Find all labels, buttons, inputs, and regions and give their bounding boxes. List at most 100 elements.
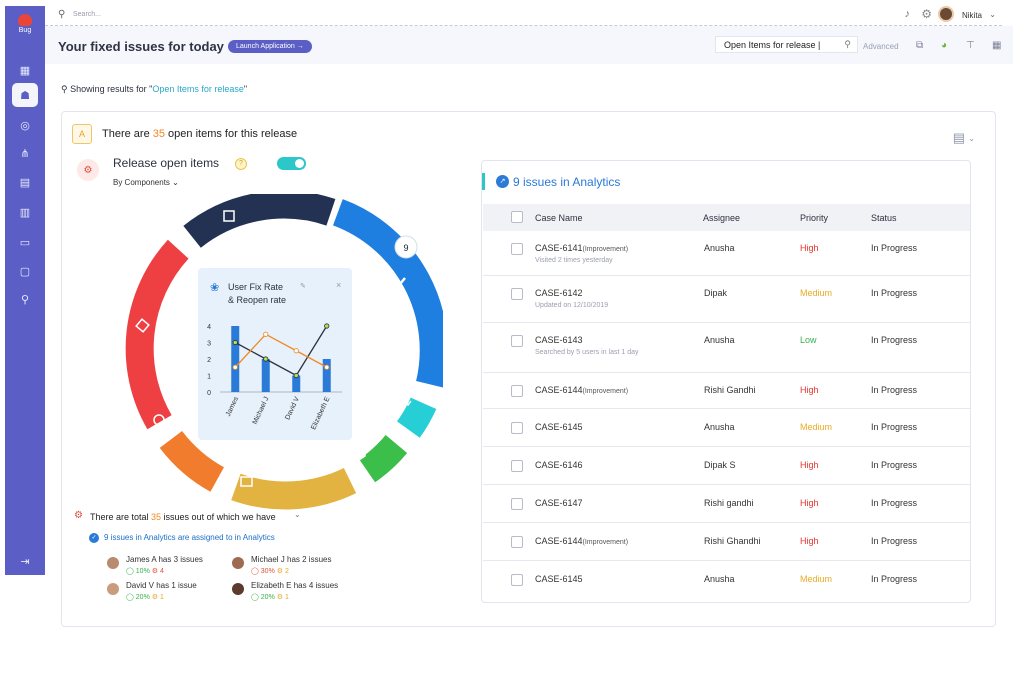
donut-segment-analytics[interactable] xyxy=(332,199,443,388)
person-stats: ◯ 20% ⚙ 1 xyxy=(251,593,289,601)
results-query[interactable]: Open Items for release xyxy=(152,84,244,94)
row-checkbox[interactable] xyxy=(511,385,523,397)
column-header-assignee[interactable]: Assignee xyxy=(703,213,741,223)
chevron-down-icon[interactable]: ⌄ xyxy=(294,510,301,519)
edit-icon[interactable]: ✎ xyxy=(300,283,306,290)
row-checkbox[interactable] xyxy=(511,536,523,548)
pie-chart-icon[interactable]: ◕ xyxy=(941,40,948,51)
info-badge-icon[interactable]: ? xyxy=(235,158,247,170)
table-row[interactable]: CASE-6147 Rishi gandhi High In Progress xyxy=(483,485,970,523)
view-toggle[interactable] xyxy=(277,157,306,170)
row-checkbox[interactable] xyxy=(511,335,523,347)
person-bugs: ⚙ 1 xyxy=(151,594,164,601)
table-row[interactable]: CASE-6142 Updated on 12/10/2019 Dipak Mediu… xyxy=(483,276,970,323)
share-icon[interactable]: ⧉ xyxy=(916,40,924,51)
series-line xyxy=(234,333,328,368)
pin-icon[interactable]: ⚲ xyxy=(20,293,30,306)
document-icon[interactable]: ▥ xyxy=(19,206,31,219)
row-checkbox[interactable] xyxy=(511,422,523,434)
status-text: In Progress xyxy=(871,288,918,298)
case-name[interactable]: CASE-6142 xyxy=(535,288,583,298)
row-checkbox[interactable] xyxy=(511,574,523,586)
person-bugs: ⚙ 1 xyxy=(276,594,289,601)
close-icon[interactable]: × xyxy=(336,280,342,290)
row-checkbox[interactable] xyxy=(511,460,523,472)
advanced-link[interactable]: Advanced xyxy=(863,42,899,51)
avatar[interactable] xyxy=(938,6,954,22)
person-summary[interactable]: Michael J has 2 issues ◯ 30% ⚙ 2 xyxy=(232,555,372,581)
donut-segment-orange[interactable] xyxy=(159,430,225,492)
hierarchy-icon[interactable]: ⋔ xyxy=(20,147,30,160)
donut-segment-yellow[interactable] xyxy=(231,467,357,510)
status-text: In Progress xyxy=(871,243,918,253)
assignee: Rishi Gandhi xyxy=(704,385,756,395)
release-open-items-title: Release open items xyxy=(113,156,220,170)
search-icon[interactable]: ⚲ xyxy=(58,9,66,20)
case-name[interactable]: CASE-6145 xyxy=(535,422,583,432)
table-row[interactable]: CASE-6146 Dipak S High In Progress xyxy=(483,447,970,485)
case-name[interactable]: CASE-6144(Improvement) xyxy=(535,385,629,395)
report-icon[interactable]: ▤ xyxy=(19,176,31,189)
donut-segment-navy[interactable] xyxy=(183,194,336,248)
release-note-icon: A xyxy=(72,124,92,144)
bug-icon[interactable]: ☗ xyxy=(12,83,38,107)
row-checkbox[interactable] xyxy=(511,498,523,510)
table-row[interactable]: CASE-6143 Searched by 5 users in last 1 d… xyxy=(483,323,970,373)
donut-segment-teal[interactable] xyxy=(396,397,437,438)
case-subtext: Searched by 5 users in last 1 day xyxy=(535,349,639,356)
column-header-status[interactable]: Status xyxy=(871,213,897,223)
release-search-input[interactable]: Open Items for release | ⚲ xyxy=(715,36,858,53)
app-logo[interactable]: Bug xyxy=(5,10,45,46)
table-row[interactable]: CASE-6144(Improvement) Rishi Gandhi High In… xyxy=(483,373,970,409)
bug-icon: ⚙ xyxy=(77,159,99,181)
select-all-checkbox[interactable] xyxy=(511,211,523,223)
user-fix-rate-chart: 0 1 2 3 4 James Michael J David V Elizabeth E xyxy=(207,323,342,431)
case-name[interactable]: CASE-6141(Improvement) xyxy=(535,243,629,253)
analytics-assignment-link[interactable]: 9 issues in Analytics are assigned to in… xyxy=(104,533,275,542)
case-name[interactable]: CASE-6147 xyxy=(535,498,583,508)
status-text: In Progress xyxy=(871,385,918,395)
data-point xyxy=(293,372,299,379)
help-icon[interactable]: ▤ xyxy=(952,130,965,145)
table-row[interactable]: CASE-6144(Improvement) Rishi Ghandhi High I… xyxy=(483,523,970,561)
case-name[interactable]: CASE-6144(Improvement) xyxy=(535,536,629,546)
ticket-icon[interactable]: ▭ xyxy=(19,236,31,249)
hierarchy-icon[interactable]: ⊤ xyxy=(966,40,975,51)
bell-icon[interactable]: ♪ xyxy=(904,8,911,20)
user-name[interactable]: Nikita xyxy=(961,11,982,20)
person-name: Michael J has 2 issues xyxy=(251,555,332,564)
column-header-priority[interactable]: Priority xyxy=(800,213,829,223)
column-header-case[interactable]: Case Name xyxy=(535,213,583,223)
row-checkbox[interactable] xyxy=(511,288,523,300)
by-components-dropdown[interactable]: By Components ⌄ xyxy=(113,178,179,187)
case-name[interactable]: CASE-6143 xyxy=(535,335,583,345)
table-row[interactable]: CASE-6145 Anusha Medium In Progress xyxy=(483,409,970,447)
person-summary[interactable]: David V has 1 issue ◯ 20% ⚙ 1 xyxy=(107,581,247,607)
donut-segment-green[interactable] xyxy=(358,434,408,483)
person-summary[interactable]: James A has 3 issues ◯ 10% ⚙ 4 xyxy=(107,555,247,581)
logout-icon[interactable]: ⇥ xyxy=(20,555,30,568)
table-row[interactable]: CASE-6145 Anusha Medium In Progress xyxy=(483,561,970,599)
row-checkbox[interactable] xyxy=(511,243,523,255)
person-name: David V has 1 issue xyxy=(126,581,197,590)
dashboard-icon[interactable]: ▦ xyxy=(19,64,31,77)
fingerprint-icon[interactable]: ◎ xyxy=(20,119,30,132)
table-row[interactable]: CASE-6141(Improvement) Visited 2 times ye… xyxy=(483,231,970,276)
grid-icon[interactable]: ▦ xyxy=(992,40,1002,51)
donut-segment-red[interactable] xyxy=(125,239,189,430)
person-summary[interactable]: Elizabeth E has 4 issues ◯ 20% ⚙ 1 xyxy=(232,581,372,607)
person-stats: ◯ 30% ⚙ 2 xyxy=(251,567,289,575)
case-name[interactable]: CASE-6145 xyxy=(535,574,583,584)
global-search-input[interactable]: Search... xyxy=(73,11,102,18)
person-percent: ◯ 20% xyxy=(126,594,150,601)
chevron-down-icon[interactable]: ⌄ xyxy=(968,134,975,143)
search-icon[interactable]: ⚲ xyxy=(844,39,851,49)
gear-icon[interactable]: ⚙ xyxy=(921,7,932,21)
assignee: Anusha xyxy=(704,335,735,345)
launch-application-button[interactable]: Launch Application → xyxy=(228,40,312,53)
case-name[interactable]: CASE-6146 xyxy=(535,460,583,470)
summary-suffix: issues out of which we have xyxy=(161,512,276,522)
assignee: Anusha xyxy=(704,243,735,253)
chevron-down-icon[interactable]: ⌄ xyxy=(989,10,996,19)
calendar-icon[interactable]: ▢ xyxy=(19,265,31,278)
